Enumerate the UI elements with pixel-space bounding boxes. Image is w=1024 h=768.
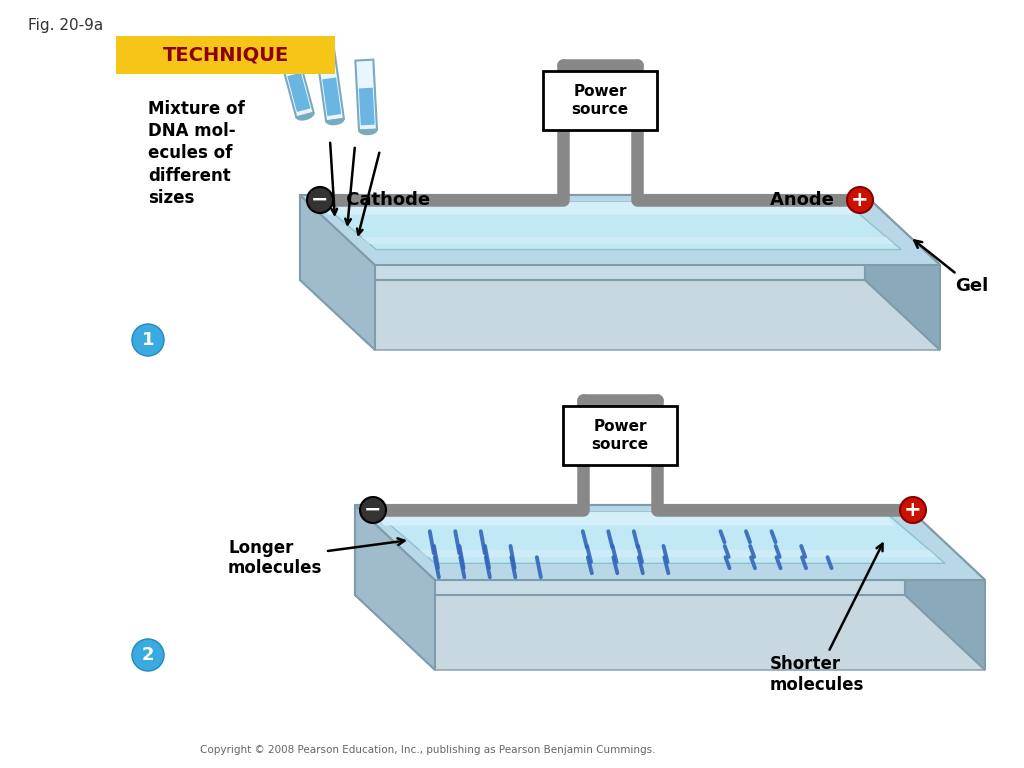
Polygon shape <box>375 512 894 525</box>
Polygon shape <box>355 505 435 670</box>
Polygon shape <box>355 505 985 580</box>
Polygon shape <box>419 550 937 558</box>
Polygon shape <box>300 195 865 280</box>
Polygon shape <box>300 195 940 265</box>
Text: Gel: Gel <box>914 240 988 295</box>
Text: Mixture of
DNA mol-
ecules of
different
sizes: Mixture of DNA mol- ecules of different … <box>148 100 245 207</box>
Polygon shape <box>358 88 375 125</box>
Polygon shape <box>300 195 375 350</box>
Text: 2: 2 <box>141 646 155 664</box>
FancyBboxPatch shape <box>543 71 657 130</box>
Text: Anode: Anode <box>770 191 840 209</box>
Polygon shape <box>355 595 985 670</box>
Text: Fig. 20-9a: Fig. 20-9a <box>28 18 103 33</box>
Text: −: − <box>311 190 329 210</box>
Polygon shape <box>359 130 377 134</box>
Text: Cathode: Cathode <box>340 191 430 209</box>
Text: 1: 1 <box>141 331 155 349</box>
Text: +: + <box>904 500 922 520</box>
Polygon shape <box>326 119 344 124</box>
Polygon shape <box>361 237 894 244</box>
Text: Copyright © 2008 Pearson Education, Inc., publishing as Pearson Benjamin Cumming: Copyright © 2008 Pearson Education, Inc.… <box>200 745 655 755</box>
Text: Power
source: Power source <box>571 84 629 117</box>
Text: Longer
molecules: Longer molecules <box>228 538 404 578</box>
Text: Power
source: Power source <box>592 419 648 452</box>
Text: +: + <box>851 190 868 210</box>
Polygon shape <box>300 280 940 350</box>
Text: −: − <box>365 500 382 520</box>
Polygon shape <box>279 45 313 118</box>
Circle shape <box>132 324 164 356</box>
Polygon shape <box>355 505 905 595</box>
Polygon shape <box>355 60 377 131</box>
Polygon shape <box>905 505 985 670</box>
Circle shape <box>132 639 164 671</box>
FancyBboxPatch shape <box>563 406 677 465</box>
Text: TECHNIQUE: TECHNIQUE <box>163 45 289 65</box>
Polygon shape <box>319 202 853 214</box>
Circle shape <box>847 187 873 213</box>
Polygon shape <box>865 195 940 350</box>
Polygon shape <box>319 202 901 250</box>
Polygon shape <box>323 78 341 116</box>
Polygon shape <box>288 73 310 112</box>
Circle shape <box>360 497 386 523</box>
Polygon shape <box>296 113 313 120</box>
FancyBboxPatch shape <box>116 36 335 74</box>
Text: Shorter
molecules: Shorter molecules <box>770 544 883 694</box>
Polygon shape <box>375 512 945 564</box>
Polygon shape <box>316 49 344 121</box>
Circle shape <box>307 187 333 213</box>
Circle shape <box>900 497 926 523</box>
